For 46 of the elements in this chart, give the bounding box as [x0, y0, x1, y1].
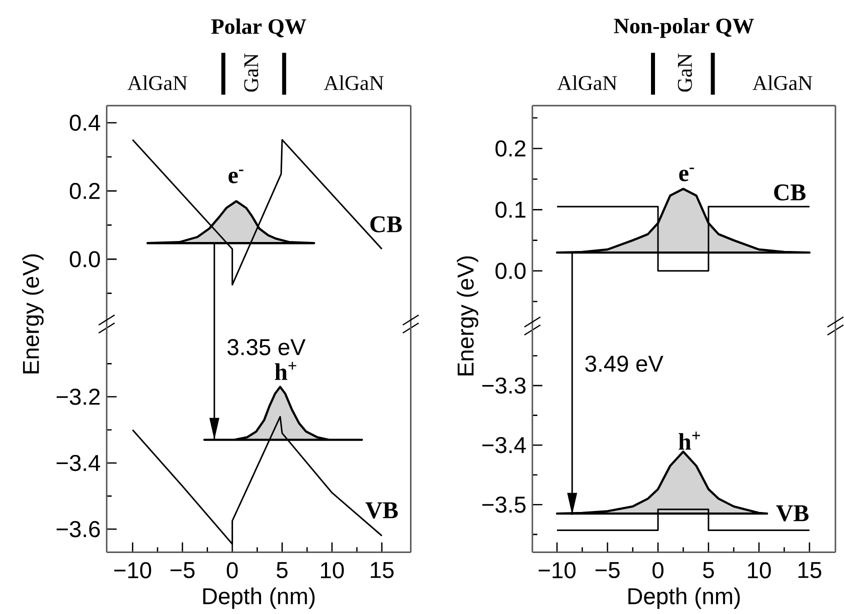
- x-axis-title: Depth (nm): [203, 587, 315, 609]
- x-tick-label: 10: [748, 562, 771, 578]
- text: AlGaN: [127, 75, 188, 90]
- annotation: h$^{+}$: [678, 431, 700, 450]
- y-tick-label: 0.2: [496, 140, 526, 156]
- x-tick-label: 15: [798, 562, 822, 578]
- x-tick-label: 0: [652, 562, 664, 578]
- annotation: h$^{+}$: [274, 362, 296, 380]
- y-tick-label: 0.0: [70, 250, 100, 268]
- y-axis-title: Energy (eV): [22, 254, 44, 374]
- annotation: CB: [774, 184, 806, 200]
- chart-title: Polar QW: [211, 18, 306, 38]
- x-tick-label: −5: [596, 562, 620, 578]
- x-tick-label: −10: [538, 562, 576, 578]
- y-tick-label: −3.5: [482, 496, 526, 513]
- annotation: VB: [365, 502, 398, 518]
- x-tick-label: 10: [320, 562, 344, 578]
- y-tick-label: 0.2: [70, 182, 100, 199]
- x-tick-label: 5: [276, 562, 288, 578]
- y-tick-label: 0.1: [496, 201, 526, 218]
- x-tick-label: 15: [370, 562, 394, 578]
- chart-title: Non-polar QW: [614, 18, 754, 38]
- text: GaN: [678, 53, 692, 92]
- text: AlGaN: [557, 75, 617, 90]
- y-tick-label: 0.0: [496, 262, 526, 279]
- y-tick-label: 0.4: [70, 114, 100, 131]
- series-label: 3.49 eV: [585, 355, 664, 372]
- x-tick-label: 0: [226, 562, 238, 578]
- x-tick-label: −10: [114, 562, 152, 578]
- x-tick-label: −5: [170, 562, 195, 578]
- annotation: e$^{-}$: [679, 168, 694, 182]
- y-tick-label: −3.4: [56, 454, 100, 471]
- text: GaN: [244, 53, 258, 92]
- y-tick-label: −3.6: [56, 520, 100, 538]
- series-label: 3.35 eV: [228, 338, 306, 356]
- text: AlGaN: [752, 75, 812, 90]
- annotation: e$^{-}$: [228, 170, 244, 184]
- y-tick-label: −3.4: [482, 436, 526, 454]
- annotation: VB: [776, 505, 809, 522]
- y-tick-label: −3.3: [482, 377, 526, 394]
- y-axis-title: Energy (eV): [456, 256, 478, 376]
- x-axis-title: Depth (nm): [628, 587, 740, 609]
- annotation: CB: [370, 216, 402, 232]
- y-tick-label: −3.2: [56, 388, 100, 405]
- x-tick-label: 5: [703, 562, 714, 578]
- text: AlGaN: [324, 75, 384, 90]
